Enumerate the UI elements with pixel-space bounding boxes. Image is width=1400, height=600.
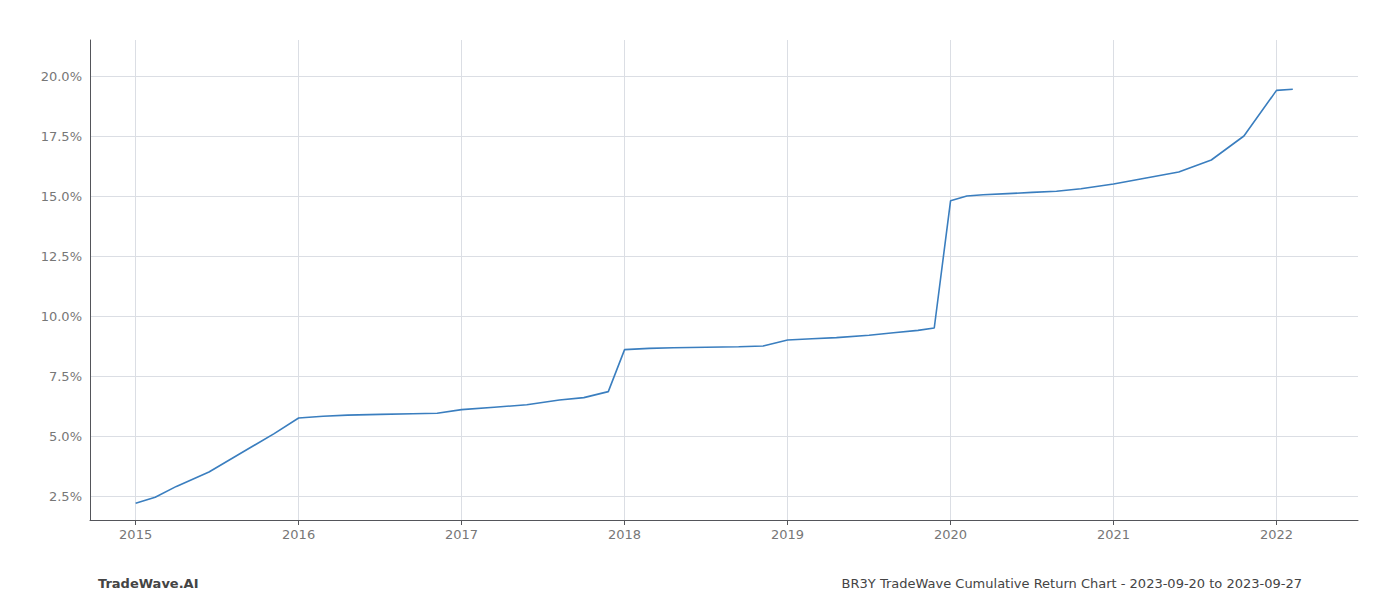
svg-text:2.5%: 2.5% xyxy=(49,489,82,504)
svg-text:10.0%: 10.0% xyxy=(41,309,82,324)
svg-text:2020: 2020 xyxy=(934,527,967,542)
svg-text:12.5%: 12.5% xyxy=(41,249,82,264)
svg-text:15.0%: 15.0% xyxy=(41,189,82,204)
svg-text:20.0%: 20.0% xyxy=(41,69,82,84)
svg-text:17.5%: 17.5% xyxy=(41,129,82,144)
svg-text:2017: 2017 xyxy=(445,527,478,542)
svg-text:2018: 2018 xyxy=(608,527,641,542)
svg-text:2021: 2021 xyxy=(1097,527,1130,542)
svg-text:2022: 2022 xyxy=(1260,527,1293,542)
svg-text:2016: 2016 xyxy=(282,527,315,542)
svg-text:7.5%: 7.5% xyxy=(49,369,82,384)
svg-text:5.0%: 5.0% xyxy=(49,429,82,444)
svg-text:BR3Y TradeWave Cumulative Retu: BR3Y TradeWave Cumulative Return Chart -… xyxy=(842,576,1302,591)
svg-text:2015: 2015 xyxy=(119,527,152,542)
svg-text:2019: 2019 xyxy=(771,527,804,542)
svg-text:TradeWave.AI: TradeWave.AI xyxy=(98,576,199,591)
